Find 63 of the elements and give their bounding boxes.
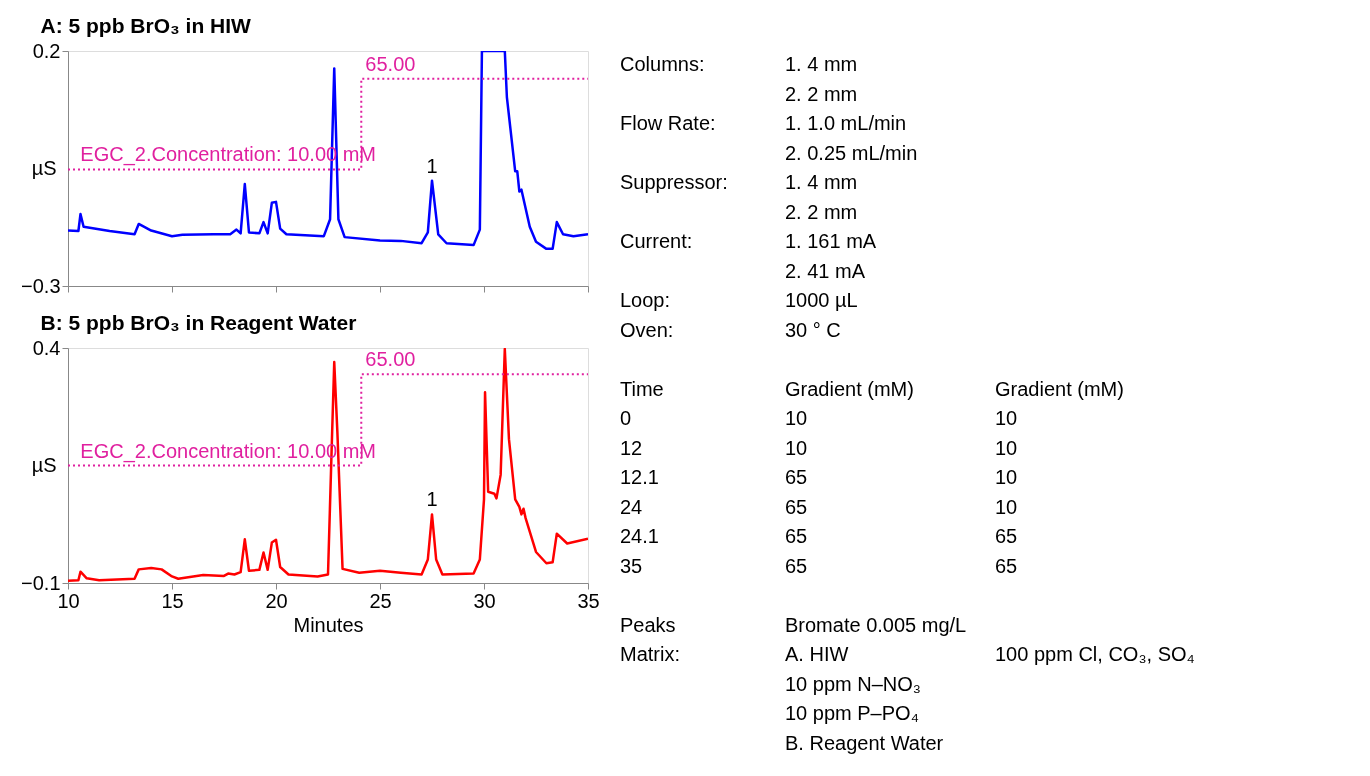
- text: 12.1: [620, 466, 659, 488]
- text: Peaks: [620, 613, 676, 636]
- annotation: 65.00: [365, 52, 416, 75]
- text: 24: [620, 495, 643, 518]
- text: 2. 2 mm: [785, 82, 858, 105]
- text: Columns:: [620, 53, 705, 75]
- text: 65: [785, 525, 808, 547]
- y-tick-label: 0.4: [32, 336, 61, 359]
- y-axis-title: µS: [31, 454, 57, 476]
- text: 10 ppm P–PO₄: [785, 702, 919, 724]
- text: 10: [995, 466, 1018, 488]
- text: 65: [995, 525, 1018, 547]
- text: 35: [620, 554, 643, 577]
- y-axis-title: µS: [31, 157, 57, 179]
- x-tick-label: 25: [369, 589, 392, 612]
- annotation: 65.00: [365, 348, 416, 371]
- text: 10: [785, 407, 808, 429]
- text: 30 ° C: [785, 318, 841, 341]
- x-axis-title: Minutes: [293, 613, 364, 636]
- text: Matrix:: [620, 643, 680, 665]
- chart-title: B: 5 ppb BrO₃ in Reagent Water: [40, 311, 357, 334]
- y-tick-label: −0.3: [21, 274, 61, 297]
- line-series: [68, 51, 588, 251]
- text: 10: [785, 436, 808, 459]
- text: 10: [995, 436, 1018, 459]
- text: Current:: [620, 230, 693, 252]
- text: 2. 2 mm: [785, 200, 858, 223]
- text: 1. 1.0 mL/min: [785, 112, 907, 134]
- text: Oven:: [620, 318, 674, 341]
- text: 65: [785, 466, 808, 488]
- text: 1. 161 mA: [785, 230, 877, 252]
- text: 65: [995, 554, 1018, 577]
- text: Suppressor:: [620, 171, 728, 193]
- text: 24.1: [620, 525, 659, 547]
- text: 1. 4 mm: [785, 171, 858, 193]
- text: 65: [785, 495, 808, 518]
- x-tick-label: 30: [473, 589, 496, 612]
- x-tick-label: 35: [577, 589, 600, 612]
- text: Gradient (mM): [785, 377, 914, 400]
- text: 10 ppm N–NO₃: [785, 672, 921, 695]
- annotation: 1: [426, 488, 438, 511]
- text: 2. 0.25 mL/min: [785, 141, 918, 164]
- text: 65: [785, 554, 808, 577]
- text: 100 ppm Cl, CO₃, SO₄: [995, 643, 1195, 665]
- text: 1. 4 mm: [785, 53, 858, 75]
- y-tick-label: 0.2: [32, 39, 61, 62]
- text: Flow Rate:: [620, 112, 716, 134]
- text: 10: [995, 495, 1018, 518]
- text: A. HIW: [785, 643, 849, 665]
- text: 1000 µL: [785, 289, 858, 311]
- text: Loop:: [620, 289, 671, 311]
- text: 10: [995, 407, 1018, 429]
- text: Gradient (mM): [995, 377, 1124, 400]
- text: Bromate 0.005 mg/L: [785, 613, 967, 636]
- x-tick-label: 15: [161, 589, 184, 612]
- text: Time: [620, 377, 664, 400]
- text: 0: [620, 407, 632, 429]
- text: 12: [620, 436, 643, 459]
- annotation: 1: [426, 154, 438, 177]
- x-tick-label: 20: [265, 589, 288, 612]
- text: 2. 41 mA: [785, 259, 866, 282]
- chart-title: A: 5 ppb BrO₃ in HIW: [40, 14, 252, 37]
- text: B. Reagent Water: [785, 731, 944, 754]
